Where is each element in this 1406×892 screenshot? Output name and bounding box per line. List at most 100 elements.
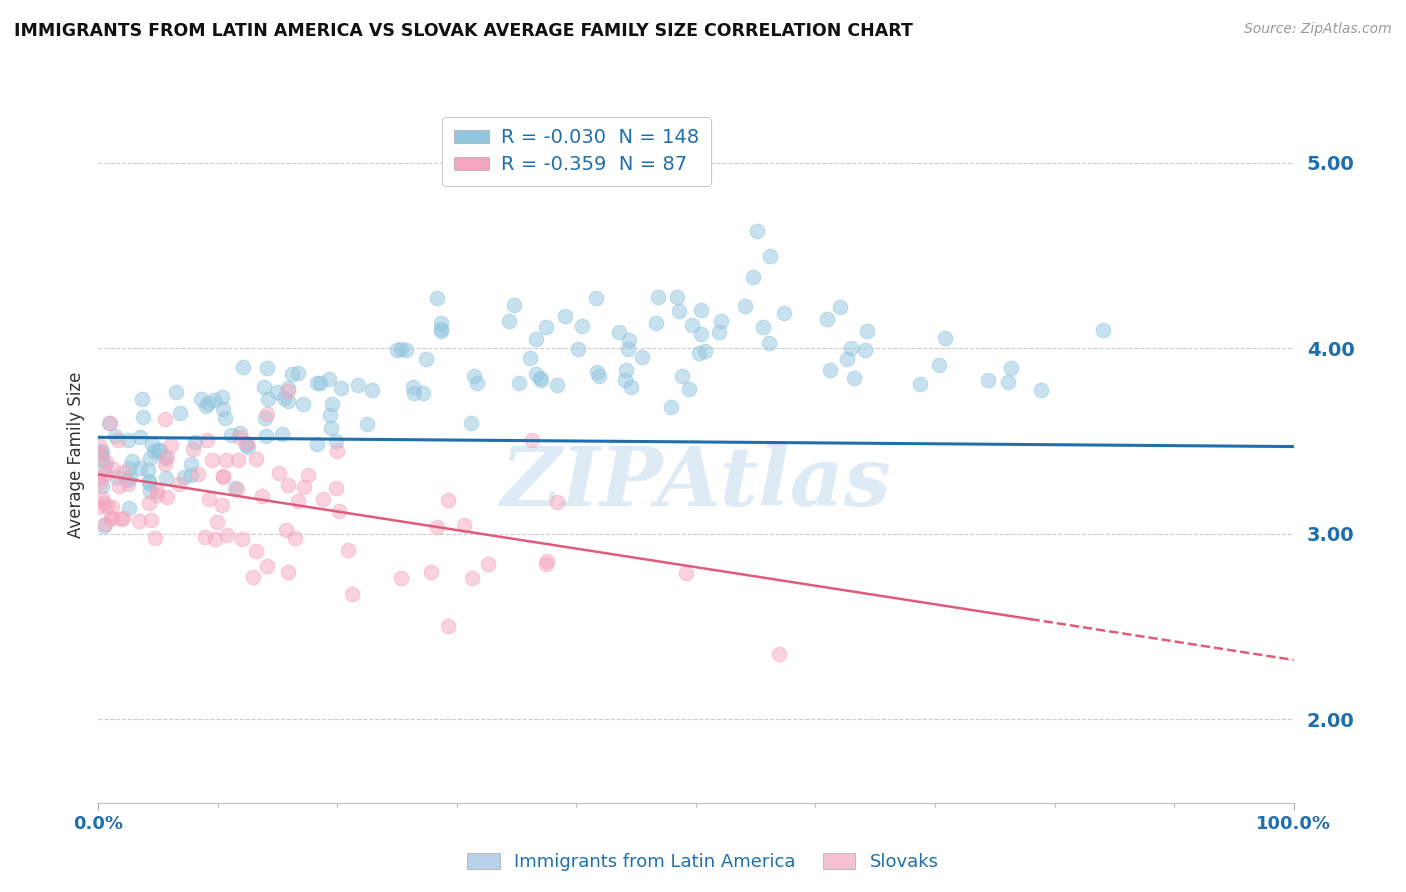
Point bbox=[181, 442, 204, 457]
Point bbox=[277, 384, 299, 399]
Point bbox=[529, 371, 551, 385]
Point bbox=[242, 570, 264, 584]
Point bbox=[277, 394, 299, 409]
Point bbox=[430, 322, 453, 336]
Point bbox=[121, 454, 143, 468]
Point bbox=[607, 325, 630, 339]
Point bbox=[385, 343, 408, 357]
Point bbox=[254, 429, 277, 443]
Point bbox=[325, 444, 347, 458]
Point bbox=[522, 433, 544, 447]
Point bbox=[226, 453, 249, 467]
Point bbox=[546, 378, 568, 392]
Point bbox=[202, 393, 225, 408]
Point bbox=[391, 570, 413, 584]
Point bbox=[155, 471, 177, 485]
Point bbox=[460, 417, 482, 431]
Point bbox=[256, 559, 278, 574]
Point bbox=[508, 376, 530, 390]
Point bbox=[139, 450, 162, 465]
Point bbox=[530, 373, 553, 387]
Point bbox=[297, 468, 319, 483]
Point bbox=[772, 306, 794, 320]
Point bbox=[143, 444, 166, 458]
Legend: R = -0.030  N = 148, R = -0.359  N = 87: R = -0.030 N = 148, R = -0.359 N = 87 bbox=[443, 117, 710, 186]
Point bbox=[1092, 323, 1115, 337]
Point bbox=[245, 543, 267, 558]
Point bbox=[571, 319, 593, 334]
Point bbox=[645, 316, 668, 330]
Point bbox=[546, 495, 568, 509]
Point bbox=[977, 373, 1000, 387]
Point bbox=[329, 381, 352, 395]
Point bbox=[910, 377, 932, 392]
Point bbox=[287, 367, 309, 381]
Point bbox=[107, 433, 129, 447]
Point bbox=[212, 402, 235, 417]
Point bbox=[319, 408, 342, 422]
Point bbox=[287, 494, 309, 508]
Point bbox=[100, 511, 122, 525]
Point bbox=[688, 345, 710, 359]
Point bbox=[229, 425, 252, 440]
Point bbox=[426, 519, 449, 533]
Point bbox=[93, 518, 115, 533]
Point bbox=[747, 224, 769, 238]
Point bbox=[815, 312, 838, 326]
Point bbox=[460, 571, 482, 585]
Point bbox=[536, 557, 558, 571]
Point bbox=[232, 360, 254, 375]
Point bbox=[256, 392, 278, 406]
Point bbox=[250, 489, 273, 503]
Point bbox=[128, 461, 150, 475]
Point bbox=[305, 376, 328, 390]
Point bbox=[337, 542, 360, 557]
Point bbox=[204, 532, 226, 546]
Point bbox=[614, 363, 637, 377]
Point bbox=[87, 500, 110, 515]
Point bbox=[678, 382, 700, 396]
Point bbox=[277, 565, 299, 579]
Point bbox=[173, 470, 195, 484]
Point bbox=[586, 365, 609, 379]
Point bbox=[689, 327, 711, 342]
Point bbox=[107, 479, 129, 493]
Point bbox=[104, 470, 127, 484]
Point bbox=[758, 335, 780, 350]
Text: Source: ZipAtlas.com: Source: ZipAtlas.com bbox=[1244, 22, 1392, 37]
Point bbox=[145, 488, 167, 502]
Text: IMMIGRANTS FROM LATIN AMERICA VS SLOVAK AVERAGE FAMILY SIZE CORRELATION CHART: IMMIGRANTS FROM LATIN AMERICA VS SLOVAK … bbox=[14, 22, 912, 40]
Point bbox=[93, 496, 115, 510]
Point bbox=[689, 302, 711, 317]
Point bbox=[112, 510, 135, 524]
Point bbox=[519, 351, 541, 365]
Point bbox=[89, 471, 111, 485]
Point bbox=[153, 458, 176, 472]
Point bbox=[97, 417, 120, 431]
Point bbox=[226, 482, 249, 496]
Point bbox=[402, 385, 425, 400]
Point bbox=[325, 481, 347, 495]
Point bbox=[277, 381, 299, 395]
Point bbox=[430, 324, 453, 338]
Point bbox=[734, 299, 756, 313]
Point bbox=[477, 558, 499, 572]
Point bbox=[254, 411, 277, 425]
Point bbox=[567, 342, 589, 356]
Point bbox=[138, 474, 160, 488]
Point bbox=[1029, 383, 1052, 397]
Point bbox=[184, 434, 207, 449]
Point bbox=[104, 429, 127, 443]
Point bbox=[389, 342, 412, 356]
Point bbox=[138, 496, 160, 510]
Point bbox=[194, 530, 217, 544]
Point bbox=[197, 396, 219, 410]
Point bbox=[292, 397, 315, 411]
Point bbox=[153, 412, 176, 426]
Point bbox=[328, 504, 350, 518]
Point bbox=[463, 368, 485, 383]
Point bbox=[153, 450, 176, 465]
Point bbox=[752, 319, 775, 334]
Point bbox=[325, 434, 347, 448]
Point bbox=[273, 392, 295, 406]
